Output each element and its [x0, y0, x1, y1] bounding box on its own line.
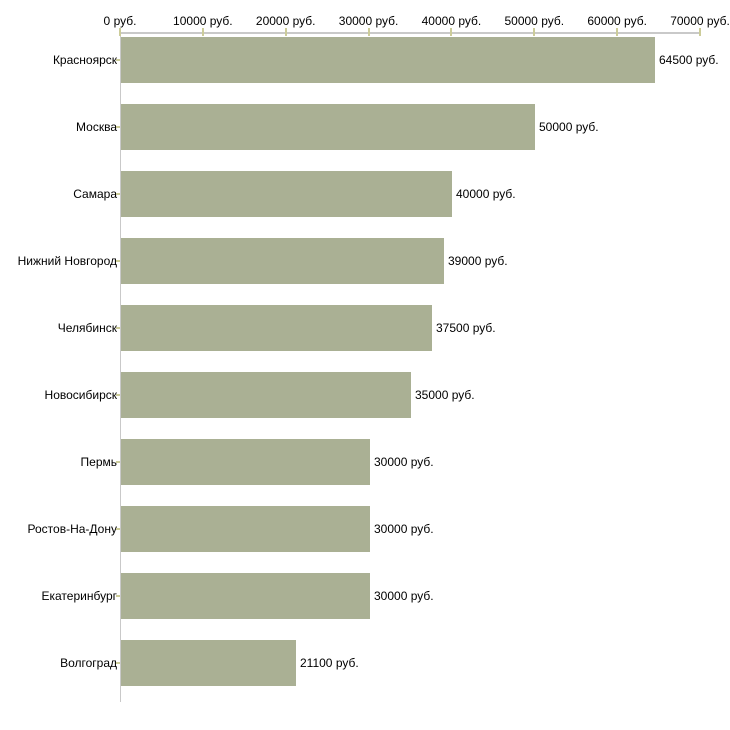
category-tick: [116, 662, 120, 664]
x-axis-tick-label: 40000 руб.: [421, 14, 482, 28]
bar: [121, 305, 432, 351]
x-axis-tick-label: 0 руб.: [103, 14, 137, 28]
x-axis-tick-label: 70000 руб.: [670, 14, 730, 28]
value-label: 50000 руб.: [539, 120, 599, 134]
category-label: Ростов-На-Дону: [27, 522, 117, 536]
value-label: 40000 руб.: [456, 187, 516, 201]
bar: [121, 171, 452, 217]
category-label: Нижний Новгород: [17, 254, 117, 268]
category-label: Пермь: [80, 455, 117, 469]
category-tick: [116, 394, 120, 396]
x-axis-tick: [284, 28, 287, 36]
x-axis-tick-label: 10000 руб.: [173, 14, 233, 28]
bar: [121, 506, 370, 552]
value-label: 21100 руб.: [300, 656, 359, 670]
bar: [121, 37, 655, 83]
value-label: 37500 руб.: [436, 321, 496, 335]
value-label: 30000 руб.: [374, 589, 434, 603]
category-tick: [116, 327, 120, 329]
x-axis-tick: [450, 28, 453, 36]
bar: [121, 238, 444, 284]
category-tick: [116, 595, 120, 597]
category-label: Москва: [76, 120, 117, 134]
value-label: 64500 руб.: [659, 53, 719, 67]
category-label: Красноярск: [52, 53, 117, 67]
bar: [121, 372, 411, 418]
x-axis-tick: [201, 28, 204, 36]
value-label: 39000 руб.: [448, 254, 508, 268]
x-axis-tick-label: 60000 руб.: [587, 14, 647, 28]
x-axis-tick-label: 50000 руб.: [504, 14, 565, 28]
category-tick: [116, 126, 120, 128]
x-axis-tick: [699, 28, 701, 36]
value-label: 30000 руб.: [374, 522, 434, 536]
category-label: Екатеринбург: [41, 589, 118, 603]
x-axis-tick-label: 30000 руб.: [338, 14, 399, 28]
category-tick: [116, 59, 120, 61]
value-label: 30000 руб.: [374, 455, 434, 469]
x-axis-tick: [533, 28, 536, 36]
x-axis-tick-label: 20000 руб.: [255, 14, 316, 28]
category-label: Волгоград: [60, 656, 117, 670]
category-tick: [116, 528, 120, 530]
bar: [121, 640, 296, 686]
x-axis-tick: [616, 28, 619, 36]
category-label: Челябинск: [57, 321, 117, 335]
category-tick: [116, 260, 120, 262]
bar: [121, 573, 370, 619]
bar: [121, 439, 370, 485]
category-tick: [116, 193, 120, 195]
y-axis-line: [120, 33, 121, 702]
value-label: 35000 руб.: [415, 388, 475, 402]
x-axis-tick: [367, 28, 370, 36]
x-axis-line: [120, 32, 701, 34]
category-label: Новосибирск: [44, 388, 117, 402]
category-label: Самара: [73, 187, 117, 201]
bar: [121, 104, 535, 150]
category-tick: [116, 461, 120, 463]
x-axis-tick: [119, 28, 121, 36]
